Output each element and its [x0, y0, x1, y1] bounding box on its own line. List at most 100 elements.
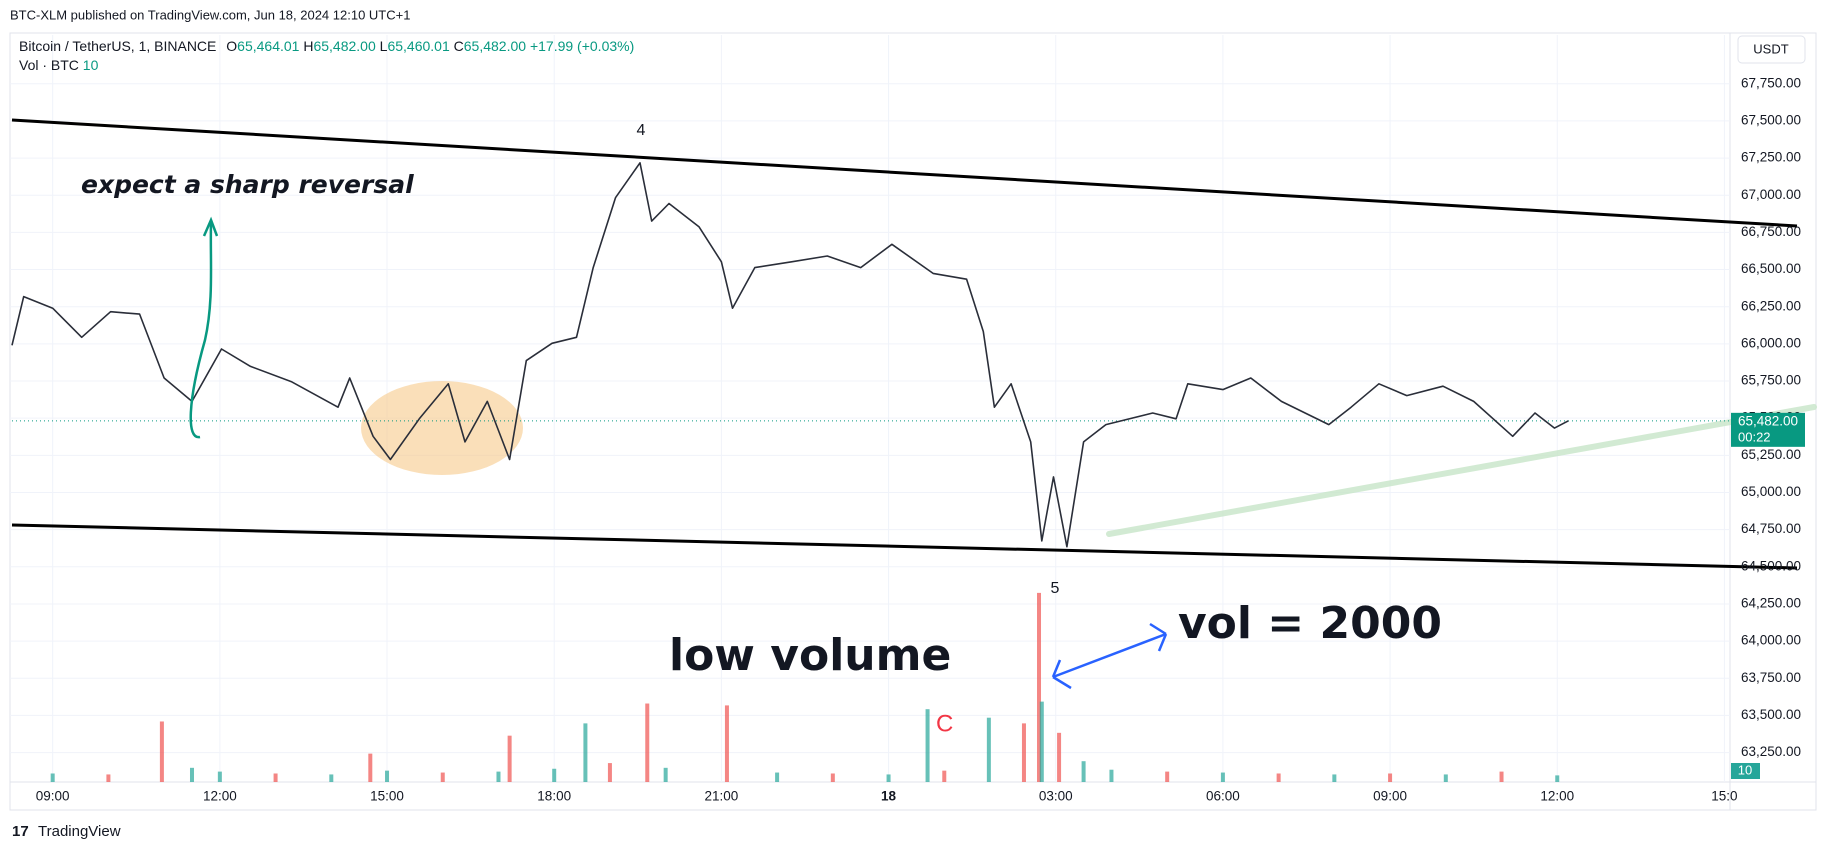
volume-last-label: 10 — [1738, 762, 1752, 777]
volume-bar — [775, 772, 780, 782]
x-tick-label: 09:00 — [36, 789, 70, 804]
y-tick-label: 64,750.00 — [1741, 521, 1801, 536]
c-label: C — [454, 38, 464, 54]
y-tick-label: 65,250.00 — [1741, 447, 1801, 462]
volume-bar — [1220, 772, 1225, 782]
x-tick-label: 09:00 — [1373, 789, 1407, 804]
highlight-ellipse — [361, 381, 523, 475]
brand-name: TradingView — [38, 823, 121, 840]
y-tick-label: 66,750.00 — [1741, 224, 1801, 239]
x-tick-label: 06:00 — [1206, 789, 1240, 804]
volume-bar — [106, 774, 111, 782]
last-price-label: 65,482.00 — [1738, 413, 1798, 428]
x-tick-label: 12:00 — [203, 789, 237, 804]
y-tick-label: 63,250.00 — [1741, 744, 1801, 759]
x-tick-label: 12:00 — [1540, 789, 1574, 804]
volume-bar — [1499, 771, 1504, 782]
x-tick-label: 03:00 — [1039, 789, 1073, 804]
volume-bar — [329, 774, 334, 782]
publisher: BTC-XLM published on TradingView.com, Ju… — [10, 7, 410, 22]
y-tick-label: 67,500.00 — [1741, 112, 1801, 127]
volume-legend: Vol · BTC 10 — [19, 57, 99, 73]
y-tick-label: 66,000.00 — [1741, 335, 1801, 350]
currency-label[interactable]: USDT — [1753, 41, 1788, 56]
reversal-arrow-head — [202, 216, 219, 237]
lower-trendline — [11, 523, 1798, 570]
y-tick-label: 64,250.00 — [1741, 596, 1801, 611]
x-tick-label: 21:00 — [704, 789, 738, 804]
trend-line-faint — [1106, 404, 1817, 537]
chart-frame — [9, 32, 1817, 811]
annotation-reversal: expect a sharp reversal — [81, 170, 414, 199]
volume-bar — [830, 773, 835, 782]
countdown: 00:22 — [1738, 429, 1771, 444]
price-layer — [11, 162, 1730, 548]
volume-bar — [1332, 774, 1337, 782]
legend-line: Bitcoin / TetherUS, 1, BINANCE O65,464.0… — [19, 38, 634, 54]
symbol: Bitcoin / TetherUS, 1, BINANCE — [19, 38, 216, 54]
grid — [10, 35, 1730, 782]
y-tick-label: 65,750.00 — [1741, 373, 1801, 388]
open: 65,464.01 — [237, 38, 299, 54]
y-tick-label: 63,750.00 — [1741, 670, 1801, 685]
volume-bar — [385, 770, 390, 782]
volume-bar — [607, 763, 612, 782]
annotation-wave4: 4 — [637, 122, 646, 139]
volume-bar — [1555, 775, 1560, 782]
x-tick-label: 18:00 — [537, 789, 571, 804]
annotation-wave5: 5 — [1051, 580, 1060, 597]
low: 65,460.01 — [387, 38, 449, 54]
y-tick-label: 66,250.00 — [1741, 298, 1801, 313]
volume-bar — [552, 768, 557, 782]
volume-bar — [925, 709, 930, 782]
volume-bar — [986, 717, 991, 782]
annotation-low-volume: low volume — [669, 630, 951, 681]
volume-bar — [496, 771, 501, 782]
volume-length: 10 — [83, 57, 99, 73]
volume-bar — [1081, 761, 1086, 782]
x-tick-label: 15:0 — [1711, 789, 1737, 804]
volume-bar — [189, 767, 194, 782]
brand-mark: 17 — [12, 823, 29, 840]
y-tick-label: 64,000.00 — [1741, 633, 1801, 648]
close: 65,482.00 — [464, 38, 526, 54]
last-price-box — [1731, 412, 1805, 447]
volume-bar — [159, 721, 164, 782]
h-label: H — [303, 38, 313, 54]
y-tick-label: 63,500.00 — [1741, 707, 1801, 722]
volume-bar — [440, 772, 445, 782]
y-tick-label: 67,000.00 — [1741, 187, 1801, 202]
volume-bar — [273, 773, 278, 782]
price-line — [11, 162, 1569, 548]
y-tick-label: 67,750.00 — [1741, 75, 1801, 90]
volume-bar — [507, 735, 512, 782]
volume-bar — [50, 773, 55, 782]
volume-bar — [1039, 701, 1044, 782]
reversal-arrow — [189, 221, 213, 439]
volume-bar — [663, 767, 668, 782]
volume-bar — [1109, 769, 1114, 782]
annotation-vol: vol = 2000 — [1178, 598, 1442, 649]
upper-trendline — [11, 118, 1798, 228]
volume-bar — [886, 774, 891, 782]
volume-bar — [1388, 773, 1393, 782]
currency-button[interactable] — [1737, 35, 1806, 64]
high: 65,482.00 — [313, 38, 375, 54]
y-tick-label: 65,000.00 — [1741, 484, 1801, 499]
volume-bar — [1443, 774, 1448, 782]
x-tick-label: 15:00 — [370, 789, 404, 804]
l-label: L — [380, 38, 388, 54]
volume-bar — [368, 753, 373, 782]
brand: 17 TradingView — [12, 823, 121, 840]
volume-bar — [217, 771, 222, 782]
volume-bar — [1057, 732, 1062, 782]
change: +17.99 (+0.03%) — [530, 38, 634, 54]
volume-bar — [724, 705, 729, 782]
volume-bar — [1165, 771, 1170, 782]
volume-bar — [645, 703, 650, 782]
volume-bar — [942, 770, 947, 782]
volume-name: Vol · BTC — [19, 57, 79, 73]
volume-last-box — [1731, 763, 1760, 779]
